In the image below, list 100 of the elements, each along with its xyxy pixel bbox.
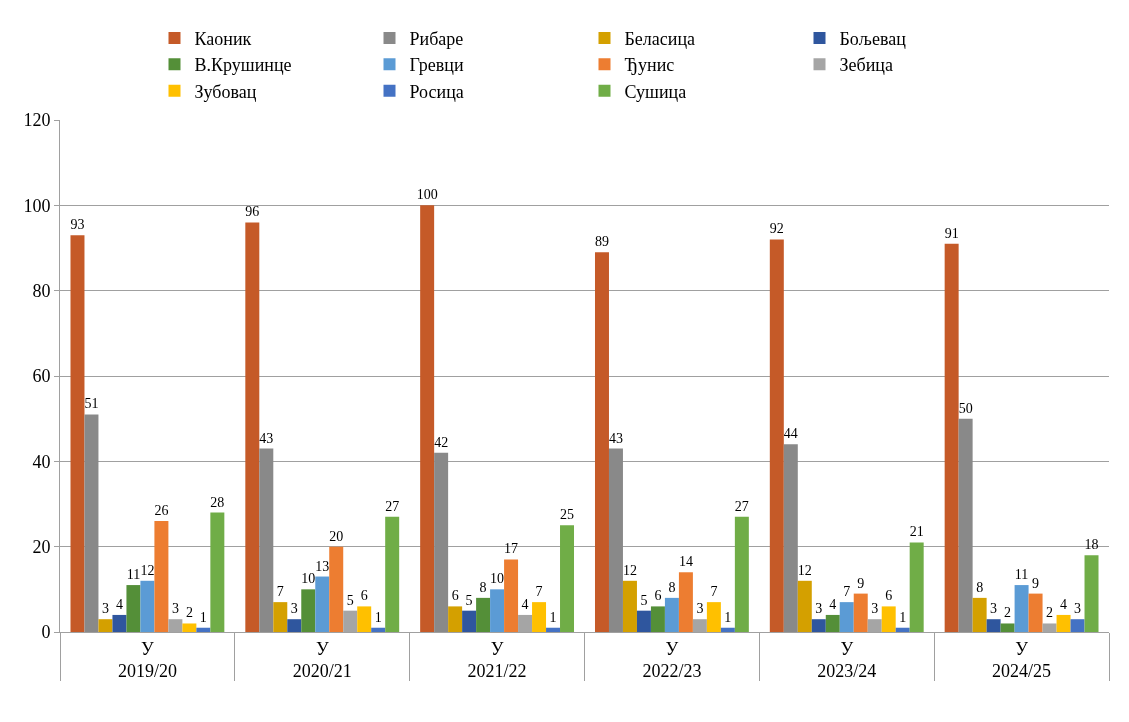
data-label: 9	[1032, 575, 1040, 591]
bar	[385, 516, 400, 632]
legend-label: Сушица	[624, 81, 687, 102]
bar	[825, 614, 840, 632]
data-label: 42	[434, 434, 449, 450]
bar	[98, 619, 113, 632]
y-tick-label: 20	[32, 536, 51, 557]
data-label: 10	[301, 571, 316, 587]
category-label: У 2023/24	[817, 638, 877, 681]
y-tick-label: 100	[23, 195, 51, 216]
legend-label: Бољевац	[839, 28, 907, 49]
data-label: 7	[843, 584, 851, 600]
data-label: 8	[479, 579, 487, 595]
data-label: 50	[958, 400, 973, 416]
bar	[434, 452, 449, 632]
bar	[259, 448, 274, 632]
data-label: 18	[1084, 537, 1099, 553]
data-label: 2	[185, 605, 193, 621]
data-label: 12	[622, 562, 637, 578]
bar	[594, 252, 609, 632]
y-tick-label: 40	[32, 451, 51, 472]
bar	[490, 589, 505, 632]
legend-label: Рибаре	[409, 28, 464, 49]
legend-label: Росица	[409, 81, 464, 102]
y-tick-label: 80	[32, 280, 51, 301]
bar	[1056, 614, 1071, 632]
category-label: У 2021/22	[467, 638, 527, 681]
bar	[546, 627, 561, 632]
bar	[70, 235, 85, 632]
bar	[1028, 593, 1043, 632]
legend-label: Зебица	[839, 55, 893, 76]
bar	[448, 606, 463, 632]
data-label: 12	[140, 562, 155, 578]
data-label: 17	[504, 541, 519, 557]
data-label: 3	[990, 601, 998, 617]
bar	[769, 239, 784, 632]
data-label: 91	[944, 225, 959, 241]
data-label: 3	[290, 601, 298, 617]
category-label: У 2020/21	[292, 638, 352, 681]
bar	[154, 521, 169, 632]
category-label: У 2022/23	[642, 638, 702, 681]
data-label: 12	[797, 562, 812, 578]
bar	[301, 589, 316, 632]
data-label: 5	[465, 592, 473, 608]
bar	[273, 602, 288, 632]
bar	[1084, 555, 1099, 632]
data-label: 2	[1004, 605, 1012, 621]
data-label: 20	[329, 528, 344, 544]
bar	[182, 623, 197, 632]
legend-label: Гревци	[409, 55, 464, 76]
data-label: 6	[654, 588, 662, 604]
bar	[357, 606, 372, 632]
data-label: 92	[769, 221, 784, 237]
bar	[839, 602, 854, 632]
data-label: 7	[276, 584, 284, 600]
data-label: 96	[245, 204, 260, 220]
bar	[476, 597, 491, 632]
data-label: 1	[549, 609, 557, 625]
data-label: 44	[783, 426, 798, 442]
data-label: 8	[976, 579, 984, 595]
data-label: 5	[346, 592, 354, 608]
bar	[315, 576, 330, 632]
bar	[881, 606, 896, 632]
data-label: 4	[115, 596, 123, 612]
bar	[783, 444, 798, 632]
data-label: 25	[560, 507, 575, 523]
bar	[720, 627, 735, 632]
bar	[532, 602, 547, 632]
legend-label: В.Крушинце	[194, 55, 292, 76]
bar	[126, 585, 141, 632]
bar	[462, 610, 477, 632]
bar	[706, 602, 721, 632]
data-label: 27	[385, 498, 400, 514]
bar	[972, 597, 987, 632]
data-label: 2	[1046, 605, 1054, 621]
bar	[664, 597, 679, 632]
data-label: 1	[374, 609, 382, 625]
bar	[797, 580, 812, 632]
bar	[944, 243, 959, 632]
bar	[1000, 623, 1015, 632]
data-label: 4	[1060, 596, 1068, 612]
bar	[636, 610, 651, 632]
data-label: 4	[829, 596, 837, 612]
y-tick-label: 60	[32, 366, 51, 387]
bar	[1070, 619, 1085, 632]
data-label: 11	[126, 567, 141, 583]
bar	[287, 619, 302, 632]
data-label: 1	[199, 609, 207, 625]
data-label: 7	[535, 584, 543, 600]
bar	[734, 516, 749, 632]
data-label: 26	[154, 503, 169, 519]
data-label: 43	[259, 430, 274, 446]
bar	[608, 448, 623, 632]
data-label: 3	[101, 601, 109, 617]
bar	[560, 525, 575, 632]
bar	[245, 222, 260, 632]
data-label: 51	[84, 396, 99, 412]
bar	[84, 414, 99, 632]
bar	[196, 627, 211, 632]
bar	[112, 614, 127, 632]
